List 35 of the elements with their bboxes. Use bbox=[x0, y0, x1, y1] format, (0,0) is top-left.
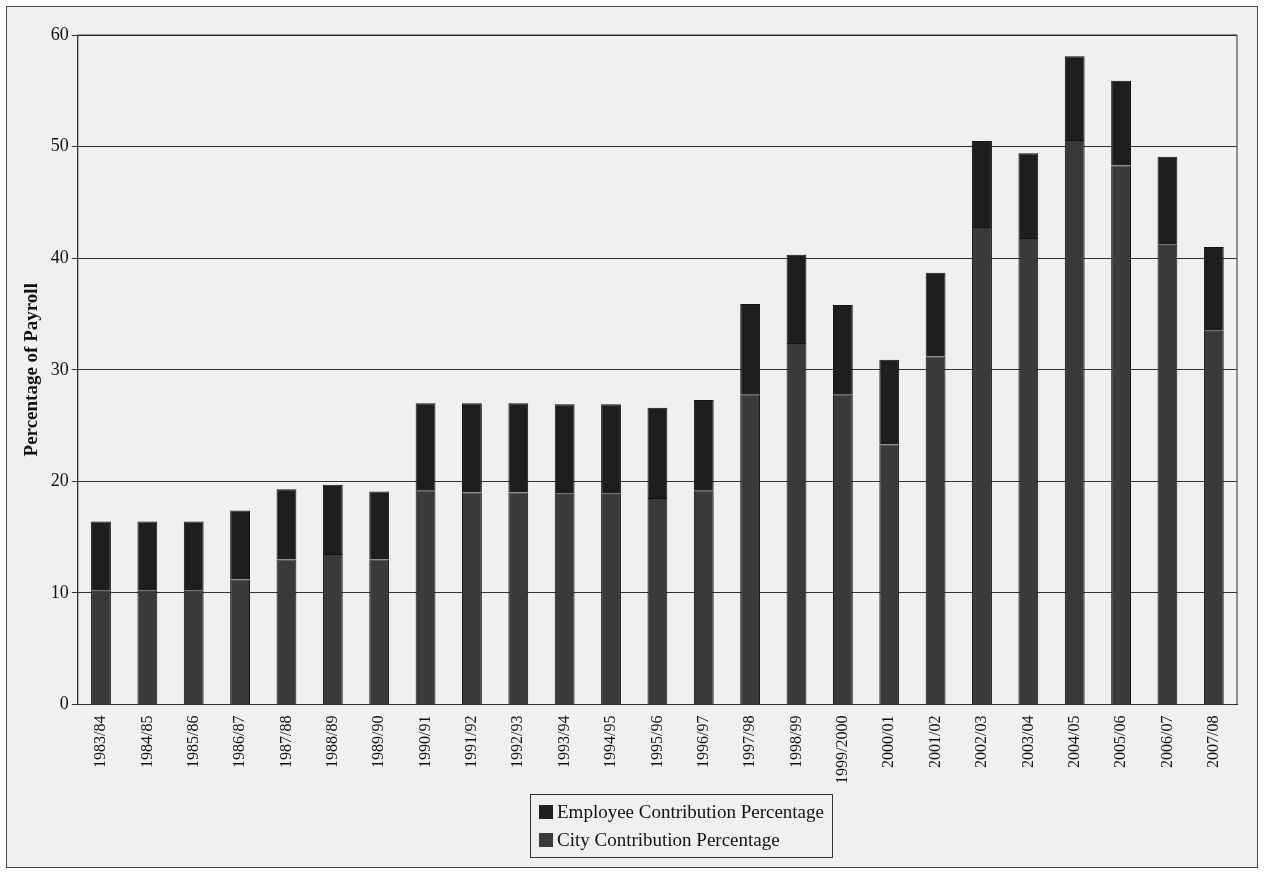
x-tick-label: 1994/95 bbox=[601, 715, 619, 769]
x-tick-label: 2006/07 bbox=[1157, 715, 1175, 769]
x-tick-label: 1990/91 bbox=[415, 715, 433, 769]
x-tick-label: 2005/06 bbox=[1111, 715, 1129, 769]
x-tick-label: 2002/03 bbox=[972, 715, 990, 769]
y-tick-label: 30 bbox=[50, 358, 69, 379]
x-tick-label: 1997/98 bbox=[740, 715, 758, 769]
legend-label: Employee Contribution Percentage bbox=[557, 800, 824, 824]
y-tick-label: 20 bbox=[50, 470, 69, 491]
x-tick-label: 2001/02 bbox=[925, 715, 943, 769]
x-tick-label: 1999/2000 bbox=[833, 715, 851, 785]
x-tick-label: 1987/88 bbox=[276, 715, 294, 769]
x-tick-label: 1991/92 bbox=[462, 715, 480, 769]
x-tick-label: 1993/94 bbox=[554, 715, 572, 769]
y-axis-title: Percentage of Payroll bbox=[20, 283, 42, 457]
x-tick-label: 1985/86 bbox=[183, 715, 201, 769]
x-tick-label: 1986/87 bbox=[230, 715, 248, 769]
y-tick-label: 40 bbox=[50, 246, 69, 267]
x-tick-label: 1989/90 bbox=[369, 715, 387, 769]
x-tick-label: 1998/99 bbox=[786, 715, 804, 769]
y-tick-label: 0 bbox=[59, 693, 69, 714]
x-tick-label: 2003/04 bbox=[1018, 715, 1036, 769]
y-tick-label: 10 bbox=[50, 581, 69, 602]
x-tick-label: 1992/93 bbox=[508, 715, 526, 769]
y-tick-label: 50 bbox=[50, 135, 69, 156]
x-tick-label: 2007/08 bbox=[1204, 715, 1222, 769]
x-tick-label: 1995/96 bbox=[647, 715, 665, 769]
y-tick-label: 60 bbox=[50, 23, 69, 44]
x-tick-label: 1984/85 bbox=[137, 715, 155, 769]
x-tick-label: 1996/97 bbox=[693, 715, 711, 769]
x-tick-label: 2000/01 bbox=[879, 715, 897, 769]
x-tick-label: 2004/05 bbox=[1064, 715, 1082, 769]
legend-label: City Contribution Percentage bbox=[557, 828, 780, 852]
x-tick-label: 1983/84 bbox=[91, 715, 109, 769]
x-tick-label: 1988/89 bbox=[323, 715, 341, 769]
